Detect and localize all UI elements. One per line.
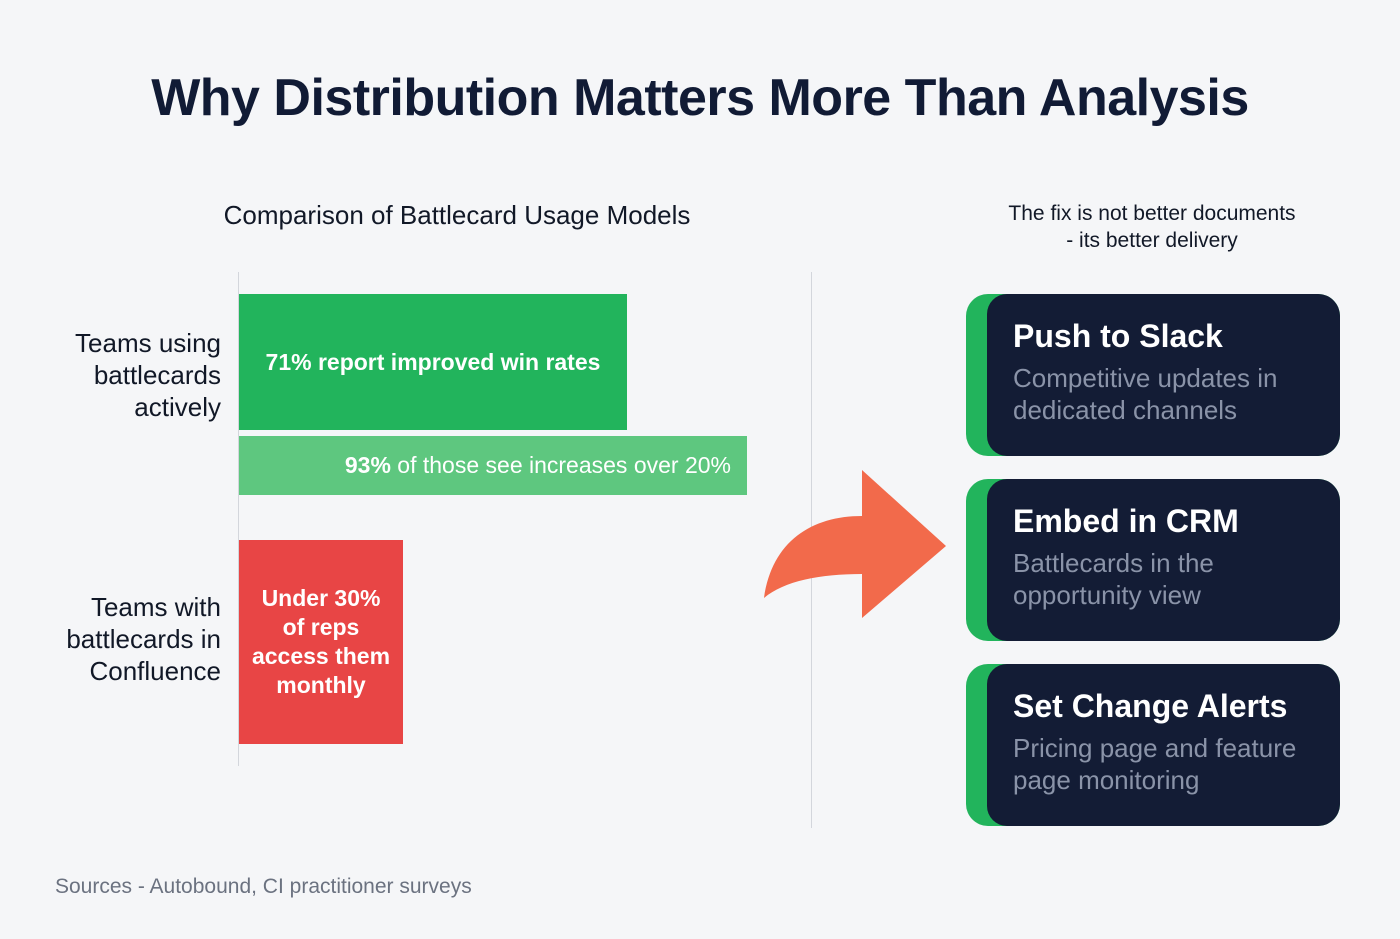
bar-increases-over-20: 93% of those see increases over 20% — [239, 436, 747, 495]
bar-label-highlight: 93% — [344, 452, 391, 478]
bar-label-increases-over-20: 93% of those see increases over 20% — [345, 452, 731, 479]
card-description: Battlecards in the opportunity view — [1013, 548, 1214, 610]
card-panel: Push to Slack Competitive updates in ded… — [987, 294, 1340, 456]
card-description: Competitive updates in dedicated channel… — [1013, 363, 1278, 425]
bar-label-rest: of those see increases over 20% — [390, 452, 731, 478]
card-title: Set Change Alerts — [1013, 688, 1288, 724]
sources-note: Sources - Autobound, CI practitioner sur… — [55, 875, 472, 898]
fix-heading-line-2: - its better delivery — [1066, 229, 1238, 252]
bar-improved-win-rates: 71% report improved win rates — [239, 294, 627, 430]
bar-label-improved-win-rates: 71% report improved win rates — [265, 348, 601, 375]
card-panel: Embed in CRM Battlecards in the opportun… — [987, 479, 1340, 641]
curved-arrow-icon — [764, 470, 946, 618]
fix-heading-line-1: The fix is not better documents — [1008, 202, 1296, 225]
card-title: Embed in CRM — [1013, 503, 1239, 539]
card-embed-in-crm: Embed in CRM Battlecards in the opportun… — [966, 479, 1340, 641]
fix-heading: The fix is not better documents - its be… — [960, 200, 1344, 254]
card-description: Pricing page and feature page monitoring — [1013, 733, 1297, 795]
chart-axis-line — [238, 272, 239, 766]
page-title: Why Distribution Matters More Than Analy… — [151, 69, 1249, 127]
category-label-active: Teams using battlecards actively — [75, 328, 221, 422]
card-panel: Set Change Alerts Pricing page and featu… — [987, 664, 1340, 826]
card-set-change-alerts: Set Change Alerts Pricing page and featu… — [966, 664, 1340, 826]
category-label-confluence: Teams with battlecards in Confluence — [66, 592, 221, 686]
chart-title: Comparison of Battlecard Usage Models — [223, 200, 691, 230]
card-push-to-slack: Push to Slack Competitive updates in ded… — [966, 294, 1340, 456]
bar-label-monthly-access: Under 30% of reps access them monthly — [251, 585, 391, 698]
card-title: Push to Slack — [1013, 318, 1223, 354]
bar-monthly-access: Under 30% of reps access them monthly — [239, 540, 403, 744]
